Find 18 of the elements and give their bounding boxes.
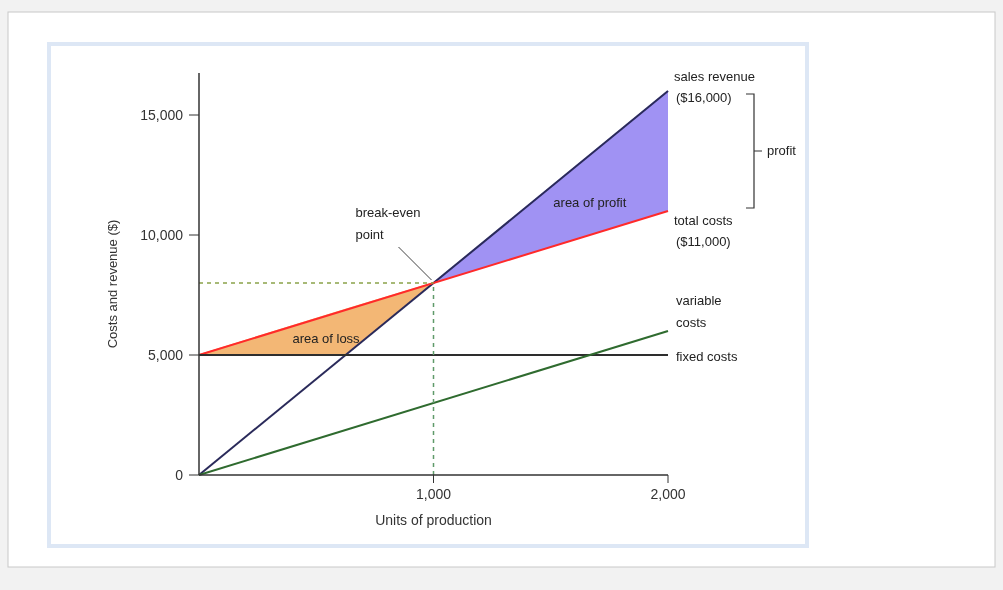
series-label: area of profit — [553, 195, 627, 210]
x-tick-label: 1,000 — [415, 486, 452, 502]
series-label: total costs — [674, 213, 734, 228]
text: profit — [767, 143, 797, 158]
x-tick-label: 2,000 — [650, 486, 686, 502]
y-axis-title: Costs and revenue ($) — [105, 219, 120, 349]
annotation: break-even point — [355, 205, 421, 242]
series-label: sales revenue — [674, 69, 755, 84]
y-tick-label: 5,000 — [147, 347, 184, 363]
y-tick-label: 10,000 — [140, 227, 184, 243]
data-label: ($16,000) — [676, 90, 732, 105]
series-label: variable costs — [676, 293, 722, 330]
x-axis-title: Units of production — [375, 512, 492, 528]
series-label: area of loss — [292, 330, 361, 346]
y-tick-label: 15,000 — [140, 107, 184, 123]
data-label: ($11,000) — [676, 234, 731, 249]
y-tick-label: 0 — [175, 467, 184, 483]
series-label: fixed costs — [676, 349, 738, 364]
